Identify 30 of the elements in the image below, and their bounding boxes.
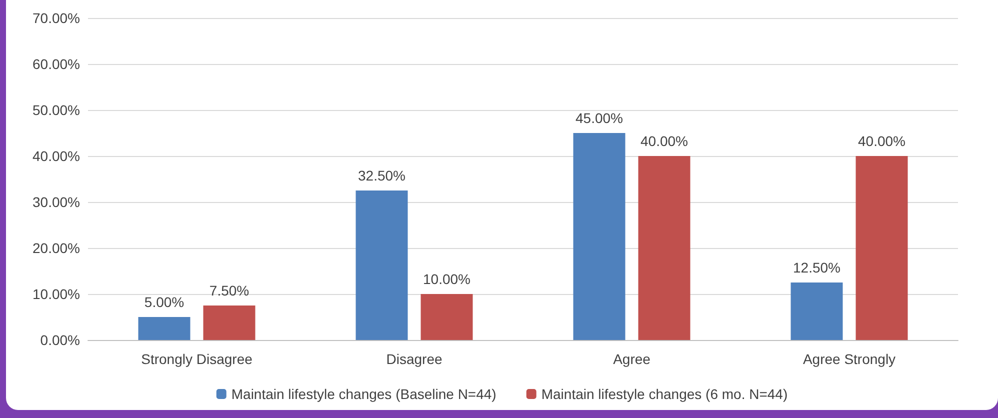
bar [856,156,908,340]
legend-label: Maintain lifestyle changes (6 mo. N=44) [541,386,788,402]
data-label: 40.00% [640,133,688,149]
data-label: 45.00% [576,110,623,126]
bar [356,190,408,340]
bar [420,294,473,340]
x-tick-label: Strongly Disagree [141,351,253,367]
data-label: 32.50% [358,168,406,184]
y-tick-label: 50.00% [32,102,80,118]
data-label: 40.00% [858,133,906,149]
x-tick-label: Disagree [386,351,442,367]
data-label: 5.00% [144,294,184,310]
data-label: 7.50% [209,282,250,298]
y-tick-label: 10.00% [32,286,80,302]
x-tick-label: Agree Strongly [802,351,896,367]
x-tick-label: Agree [613,351,651,367]
y-tick-label: 20.00% [32,240,80,256]
legend-label: Maintain lifestyle changes (Baseline N=44) [231,386,496,402]
y-tick-label: 0.00% [40,332,80,348]
y-tick-label: 70.00% [32,10,80,26]
y-tick-label: 60.00% [32,56,80,72]
bar [573,133,626,340]
data-label: 12.50% [793,260,840,276]
y-tick-label: 40.00% [32,148,80,164]
bar [203,306,256,340]
bar [138,317,190,340]
bar [638,156,690,340]
bar [790,282,843,340]
data-label: 10.00% [423,271,470,287]
y-tick-label: 30.00% [32,194,80,210]
